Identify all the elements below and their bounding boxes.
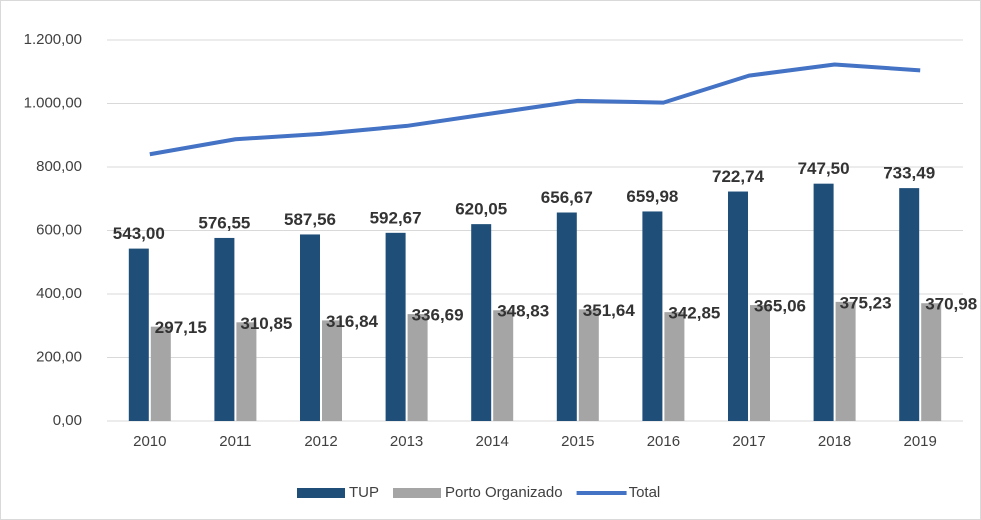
y-tick-label: 800,00 (36, 158, 82, 175)
legend-label: Total (629, 484, 661, 501)
bar (150, 326, 171, 421)
x-tick-label: 2011 (219, 433, 251, 450)
value-label: 348,83 (497, 302, 549, 321)
value-label: 336,69 (412, 306, 464, 325)
value-label: 656,67 (541, 188, 593, 207)
bar (214, 237, 235, 421)
y-tick-label: 600,00 (36, 221, 82, 238)
value-label: 310,85 (240, 314, 292, 333)
x-tick-label: 2012 (304, 433, 337, 450)
bar (407, 314, 428, 421)
bar (556, 212, 577, 421)
x-tick-label: 2015 (561, 433, 594, 450)
legend-swatch (393, 488, 441, 498)
x-tick-label: 2018 (818, 433, 851, 450)
value-label: 365,06 (754, 297, 806, 316)
bar (899, 188, 920, 421)
value-label: 316,84 (326, 312, 379, 331)
legend-label: Porto Organizado (445, 484, 563, 501)
value-label: 587,56 (284, 210, 336, 229)
value-label: 722,74 (712, 167, 765, 186)
bar (813, 183, 834, 421)
value-label: 733,49 (883, 164, 935, 183)
value-label: 370,98 (925, 295, 977, 314)
y-tick-label: 200,00 (36, 348, 82, 365)
y-tick-label: 400,00 (36, 285, 82, 302)
value-label: 543,00 (113, 224, 165, 243)
value-label: 351,64 (583, 301, 636, 320)
y-tick-label: 1.000,00 (24, 94, 82, 111)
bar (128, 248, 149, 421)
bar (493, 310, 514, 421)
value-label: 592,67 (370, 208, 422, 227)
bar (300, 234, 320, 421)
bar (471, 224, 492, 421)
line (149, 62, 921, 157)
bar (835, 301, 856, 421)
value-label: 659,98 (626, 187, 678, 206)
bar (236, 322, 257, 421)
bar (642, 211, 663, 421)
x-tick-label: 2019 (904, 433, 937, 450)
bar (750, 305, 770, 421)
value-label: 620,05 (455, 200, 507, 219)
x-tick-label: 2017 (732, 433, 765, 450)
bar (385, 232, 406, 421)
x-tick-label: 2014 (476, 433, 509, 450)
bar (728, 191, 748, 421)
bar (578, 309, 599, 421)
value-label: 576,55 (198, 213, 250, 232)
bar (322, 320, 342, 421)
x-tick-label: 2013 (390, 433, 423, 450)
legend-swatch (297, 488, 345, 498)
value-label: 297,15 (155, 318, 207, 337)
value-label: 747,50 (798, 159, 850, 178)
y-tick-label: 1.200,00 (24, 31, 82, 48)
bar (664, 312, 685, 421)
value-label: 375,23 (840, 293, 892, 312)
value-label: 342,85 (668, 304, 720, 323)
legend-label: TUP (349, 484, 379, 501)
x-tick-label: 2016 (647, 433, 680, 450)
y-tick-label: 0,00 (53, 412, 82, 429)
x-tick-label: 2010 (133, 433, 166, 450)
bar (921, 303, 942, 421)
